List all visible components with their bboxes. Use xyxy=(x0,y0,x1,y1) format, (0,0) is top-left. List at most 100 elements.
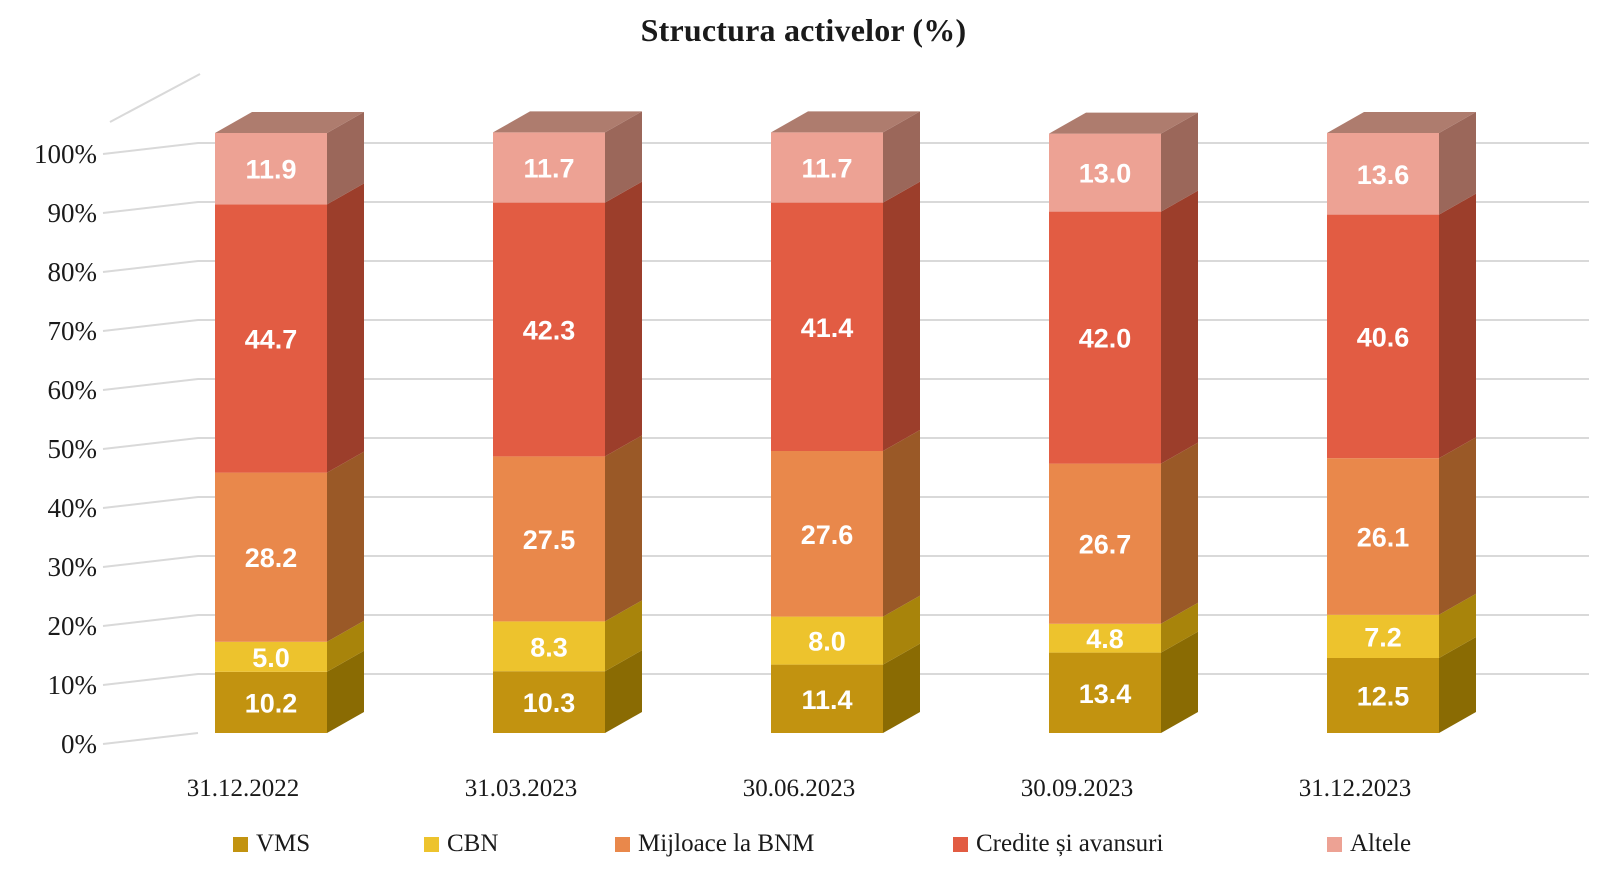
value-label-3-3: 42.0 xyxy=(1079,324,1132,354)
y-tick-label-80: 80% xyxy=(48,257,98,287)
bar-segment-1-1 xyxy=(493,621,605,672)
bar-segment-3-3 xyxy=(1049,211,1161,464)
chart-legend: VMS CBN Mijloace la BNM Credite și avansuri… xyxy=(0,830,1607,870)
legend-label-3: Credite și avansuri xyxy=(976,830,1164,857)
value-label-4-2: 26.1 xyxy=(1357,523,1410,553)
value-label-0-4: 11.9 xyxy=(245,155,296,185)
legend-item-3: Credite și avansuri xyxy=(953,830,1163,858)
bar-segment-2-0 xyxy=(771,664,883,733)
category-label-4: 31.12.2023 xyxy=(1299,775,1412,802)
bar-segment-4-0 xyxy=(1327,658,1439,733)
y-tick-label-90: 90% xyxy=(48,198,98,228)
value-label-2-1: 8.0 xyxy=(808,627,846,657)
value-label-0-1: 5.0 xyxy=(252,643,290,673)
bar-top-face-4 xyxy=(1327,112,1476,133)
bar-segment-0-4 xyxy=(215,133,327,205)
bar-segment-side-4-4 xyxy=(1439,112,1476,215)
bar-segment-side-0-2 xyxy=(327,451,364,642)
bar-segment-side-2-2 xyxy=(883,430,920,617)
value-label-0-0: 10.2 xyxy=(245,688,298,718)
value-label-3-1: 4.8 xyxy=(1086,624,1124,654)
value-label-2-2: 27.6 xyxy=(801,520,854,550)
bar-segment-side-0-4 xyxy=(327,112,364,205)
value-label-4-3: 40.6 xyxy=(1357,322,1410,352)
bar-segment-side-1-4 xyxy=(605,111,642,203)
bar-segment-side-1-3 xyxy=(605,181,642,457)
bar-segment-1-0 xyxy=(493,671,605,733)
category-label-1: 31.03.2023 xyxy=(465,775,578,802)
bar-segment-3-0 xyxy=(1049,652,1161,733)
value-label-3-2: 26.7 xyxy=(1079,530,1132,560)
value-label-1-1: 8.3 xyxy=(530,632,568,662)
bar-segment-side-3-2 xyxy=(1161,442,1198,624)
value-label-0-2: 28.2 xyxy=(245,543,298,573)
bar-segment-side-3-3 xyxy=(1161,190,1198,464)
bar-segment-2-4 xyxy=(771,132,883,203)
legend-label-0: VMS xyxy=(256,830,311,857)
bar-segment-side-2-1 xyxy=(883,595,920,665)
bar-top-face-2 xyxy=(771,111,920,133)
bar-segment-side-2-0 xyxy=(883,643,920,733)
category-label-0: 31.12.2022 xyxy=(187,775,300,802)
bar-segment-side-2-4 xyxy=(883,111,920,203)
value-label-1-0: 10.3 xyxy=(523,688,576,718)
bar-segment-2-1 xyxy=(771,616,883,665)
y-tick-label-50: 50% xyxy=(48,434,98,464)
bar-segment-side-1-2 xyxy=(605,435,642,622)
legend-item-2: Mijloace la BNM xyxy=(615,830,814,858)
bar-segment-0-3 xyxy=(215,204,327,473)
bar-top-face-0 xyxy=(215,112,364,133)
bar-segment-4-4 xyxy=(1327,133,1439,215)
bar-segment-0-1 xyxy=(215,641,327,672)
value-label-4-4: 13.6 xyxy=(1357,160,1410,190)
bar-segment-3-1 xyxy=(1049,623,1161,653)
bar-segment-side-4-0 xyxy=(1439,637,1476,733)
bar-segment-side-1-1 xyxy=(605,600,642,672)
value-label-3-0: 13.4 xyxy=(1079,679,1132,709)
bar-segment-3-4 xyxy=(1049,133,1161,212)
y-tick-label-30: 30% xyxy=(48,552,98,582)
bar-top-face-1 xyxy=(493,111,642,133)
bar-segment-side-3-1 xyxy=(1161,602,1198,653)
bar-segment-side-4-3 xyxy=(1439,193,1476,459)
bar-segment-4-3 xyxy=(1327,214,1439,459)
value-label-3-4: 13.0 xyxy=(1079,159,1132,189)
bar-segment-0-0 xyxy=(215,671,327,733)
wall-top-edge xyxy=(109,73,201,123)
legend-swatch-0 xyxy=(233,836,248,852)
legend-item-4: Altele xyxy=(1327,830,1411,858)
bar-segment-side-3-0 xyxy=(1161,631,1198,733)
value-label-4-0: 12.5 xyxy=(1357,682,1410,712)
y-tick-label-60: 60% xyxy=(48,375,98,405)
bar-segment-2-2 xyxy=(771,451,883,617)
bar-top-face-3 xyxy=(1049,112,1198,134)
bar-segment-1-3 xyxy=(493,202,605,457)
category-label-3: 30.09.2023 xyxy=(1021,775,1134,802)
bar-segment-side-3-4 xyxy=(1161,112,1198,212)
bar-segment-1-4 xyxy=(493,132,605,203)
legend-label-1: CBN xyxy=(447,830,499,857)
y-tick-label-70: 70% xyxy=(48,316,98,346)
legend-swatch-4 xyxy=(1327,836,1342,852)
legend-item-0: VMS xyxy=(233,830,310,858)
bar-segment-1-2 xyxy=(493,456,605,622)
value-label-1-3: 42.3 xyxy=(523,316,576,346)
legend-swatch-3 xyxy=(953,836,968,852)
legend-swatch-1 xyxy=(424,836,439,852)
value-label-1-2: 27.5 xyxy=(523,525,576,555)
bar-segment-side-1-0 xyxy=(605,650,642,733)
bar-segment-side-4-2 xyxy=(1439,437,1476,615)
y-tick-label-20: 20% xyxy=(48,611,98,641)
legend-item-1: CBN xyxy=(424,830,498,858)
bar-segment-side-4-1 xyxy=(1439,593,1476,658)
y-tick-label-40: 40% xyxy=(48,493,98,523)
grid-line-0 xyxy=(102,732,199,745)
value-label-0-3: 44.7 xyxy=(245,325,298,355)
value-label-1-4: 11.7 xyxy=(523,154,574,184)
bar-segment-side-0-0 xyxy=(327,650,364,733)
legend-label-4: Altele xyxy=(1350,830,1412,857)
chart-title: Structura activelor (%) xyxy=(640,12,967,48)
legend-swatch-2 xyxy=(615,836,630,852)
